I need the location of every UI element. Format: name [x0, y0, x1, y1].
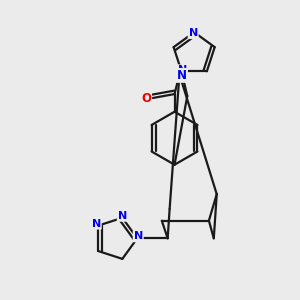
Text: N: N — [118, 211, 127, 221]
Text: N: N — [189, 28, 198, 38]
Text: N: N — [134, 231, 143, 242]
Text: N: N — [178, 65, 187, 75]
Text: N: N — [92, 219, 101, 229]
Text: O: O — [141, 92, 151, 106]
Text: N: N — [176, 69, 186, 82]
